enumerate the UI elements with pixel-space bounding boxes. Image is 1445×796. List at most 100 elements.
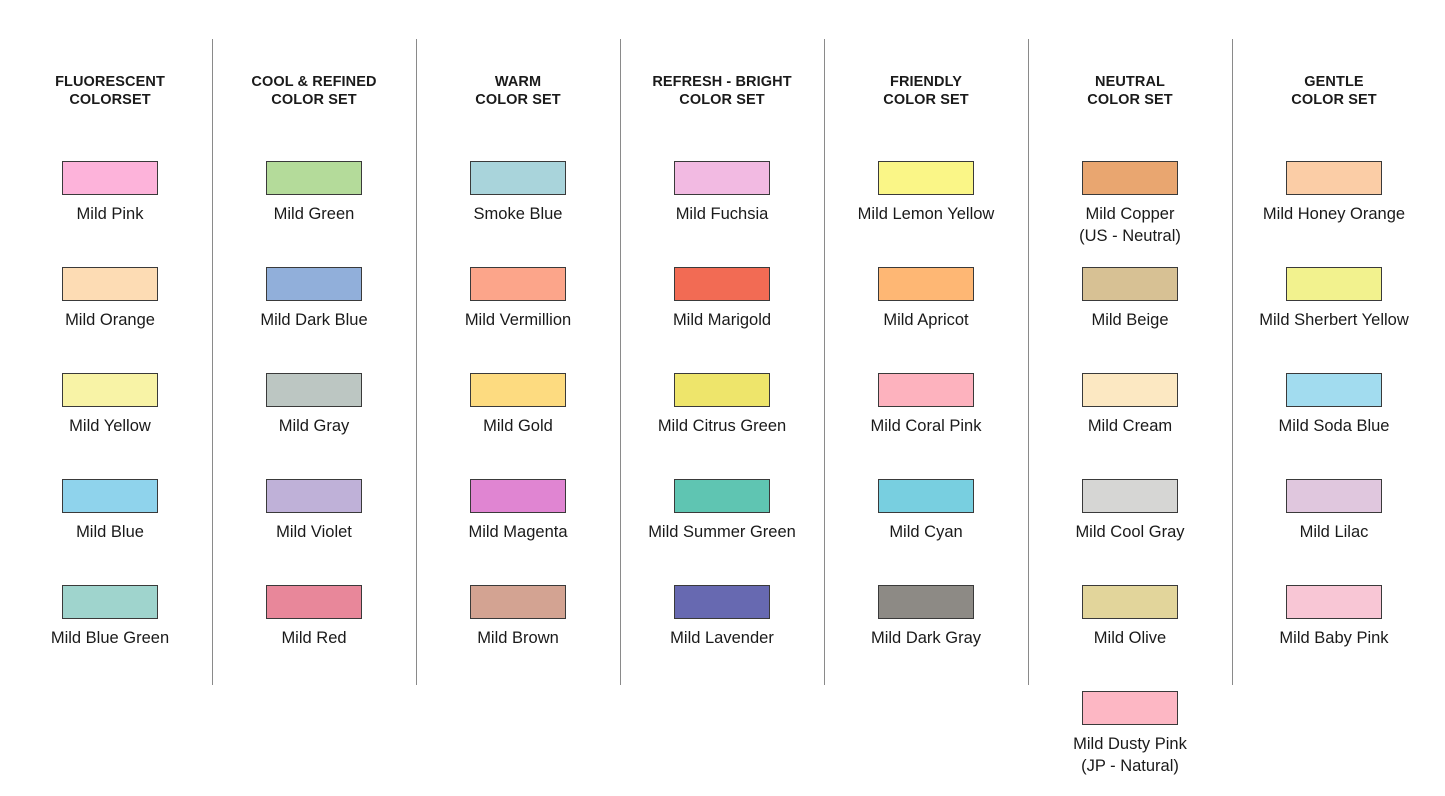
swatch-label-line: Mild Violet [276,523,352,541]
color-swatch [878,267,974,301]
color-set-title: REFRESH - BRIGHT COLOR SET [620,73,824,109]
swatch-label-line: Mild Beige [1091,311,1169,329]
color-swatch [1286,479,1382,513]
swatch-label: Mild Apricot [824,309,1028,331]
color-swatch [1286,267,1382,301]
swatch-label-line: Mild Gray [278,417,350,435]
swatch-label: Mild Sherbert Yellow [1232,309,1436,331]
color-swatch [470,479,566,513]
swatch-label-line: Mild Summer Green [648,523,796,541]
color-set-column: NEUTRAL COLOR SET Mild Copper (US - Neutral… [1028,0,1232,796]
swatch-label-line: Mild Cyan [889,523,963,541]
column-divider [620,39,621,685]
color-swatch [62,373,158,407]
swatch-label: Mild Pink [8,203,212,225]
color-swatch [674,267,770,301]
swatch-label-line: (US - Neutral) [1079,227,1181,245]
swatch-label: Mild Green [212,203,416,225]
color-swatch [266,585,362,619]
color-swatch [62,479,158,513]
color-swatch [470,585,566,619]
color-set-column: REFRESH - BRIGHT COLOR SET Mild Fuchsia Mil… [620,0,824,796]
swatch-label: Mild Blue [8,521,212,543]
color-set-column: FLUORESCENT COLORSET Mild Pink Mild Orange M… [8,0,212,796]
swatch-label: Mild Magenta [416,521,620,543]
swatch-label-line: Mild Vermillion [464,311,572,329]
color-swatch [674,161,770,195]
swatch-label: Mild Violet [212,521,416,543]
color-swatch [266,267,362,301]
swatch-label: Mild Gold [416,415,620,437]
swatch-label: Mild Fuchsia [620,203,824,225]
swatch-label: Mild Marigold [620,309,824,331]
swatch-label: Mild Cream [1028,415,1232,437]
swatch-label-line: Mild Coral Pink [870,417,982,435]
color-set-title: FRIENDLY COLOR SET [824,73,1028,109]
swatch-label-line: Smoke Blue [473,205,563,223]
color-set-title: COOL & REFINED COLOR SET [212,73,416,109]
swatch-label-line: Mild Green [273,205,355,223]
color-set-title-line: WARM [494,74,542,90]
swatch-label: Mild Olive [1028,627,1232,649]
swatch-label-line: Mild Cream [1087,417,1173,435]
swatch-label-line: Mild Red [281,629,347,647]
color-set-column: GENTLE COLOR SET Mild Honey Orange Mild She… [1232,0,1436,796]
swatch-label: Mild Lavender [620,627,824,649]
color-swatch [1082,161,1178,195]
column-divider [824,39,825,685]
swatch-label: Mild Dark Gray [824,627,1028,649]
swatch-label-line: Mild Cool Gray [1075,523,1185,541]
color-swatch [878,585,974,619]
swatch-label: Mild Dark Blue [212,309,416,331]
color-swatch [878,161,974,195]
color-set-title: WARM COLOR SET [416,73,620,109]
column-divider [416,39,417,685]
swatch-label-line: Mild Lavender [670,629,774,647]
color-swatch [878,479,974,513]
swatch-label: Mild Copper (US - Neutral) [1028,203,1232,247]
swatch-label: Mild Orange [8,309,212,331]
column-divider [1232,39,1233,685]
swatch-label-line: Mild Fuchsia [675,205,769,223]
swatch-label-line: (JP - Natural) [1081,757,1179,775]
swatch-label-line: Mild Copper [1085,205,1175,223]
color-swatch [62,585,158,619]
column-divider [212,39,213,685]
color-set-title: NEUTRAL COLOR SET [1028,73,1232,109]
color-set-title: GENTLE COLOR SET [1232,73,1436,109]
swatch-label: Mild Dusty Pink (JP - Natural) [1028,733,1232,777]
swatch-label: Mild Yellow [8,415,212,437]
color-set-title-line: COLOR SET [271,92,357,108]
swatch-label-line: Mild Dusty Pink [1073,735,1187,753]
swatch-label-line: Mild Apricot [883,311,969,329]
swatch-label: Mild Citrus Green [620,415,824,437]
color-swatch [266,479,362,513]
color-swatch [1082,585,1178,619]
swatch-label: Mild Blue Green [8,627,212,649]
color-swatch [674,585,770,619]
swatch-label-line: Mild Sherbert Yellow [1259,311,1409,329]
color-swatch [674,373,770,407]
color-set-title-line: GENTLE [1304,74,1364,90]
swatch-label: Mild Vermillion [416,309,620,331]
color-swatch [266,373,362,407]
color-set-title-line: COLOR SET [679,92,765,108]
swatch-label-line: Mild Blue [76,523,144,541]
color-swatch [1082,691,1178,725]
column-divider [1028,39,1029,685]
color-swatch [878,373,974,407]
color-swatch [470,373,566,407]
swatch-label: Mild Cyan [824,521,1028,543]
swatch-label: Smoke Blue [416,203,620,225]
swatch-label-line: Mild Lilac [1299,523,1369,541]
swatch-label: Mild Cool Gray [1028,521,1232,543]
color-set-title-line: COLOR SET [475,92,561,108]
color-swatch [1286,585,1382,619]
swatch-label: Mild Lilac [1232,521,1436,543]
swatch-label-line: Mild Olive [1093,629,1167,647]
color-swatch [674,479,770,513]
color-set-title-line: REFRESH - BRIGHT [652,74,792,90]
color-swatch [1082,373,1178,407]
color-swatch [62,267,158,301]
